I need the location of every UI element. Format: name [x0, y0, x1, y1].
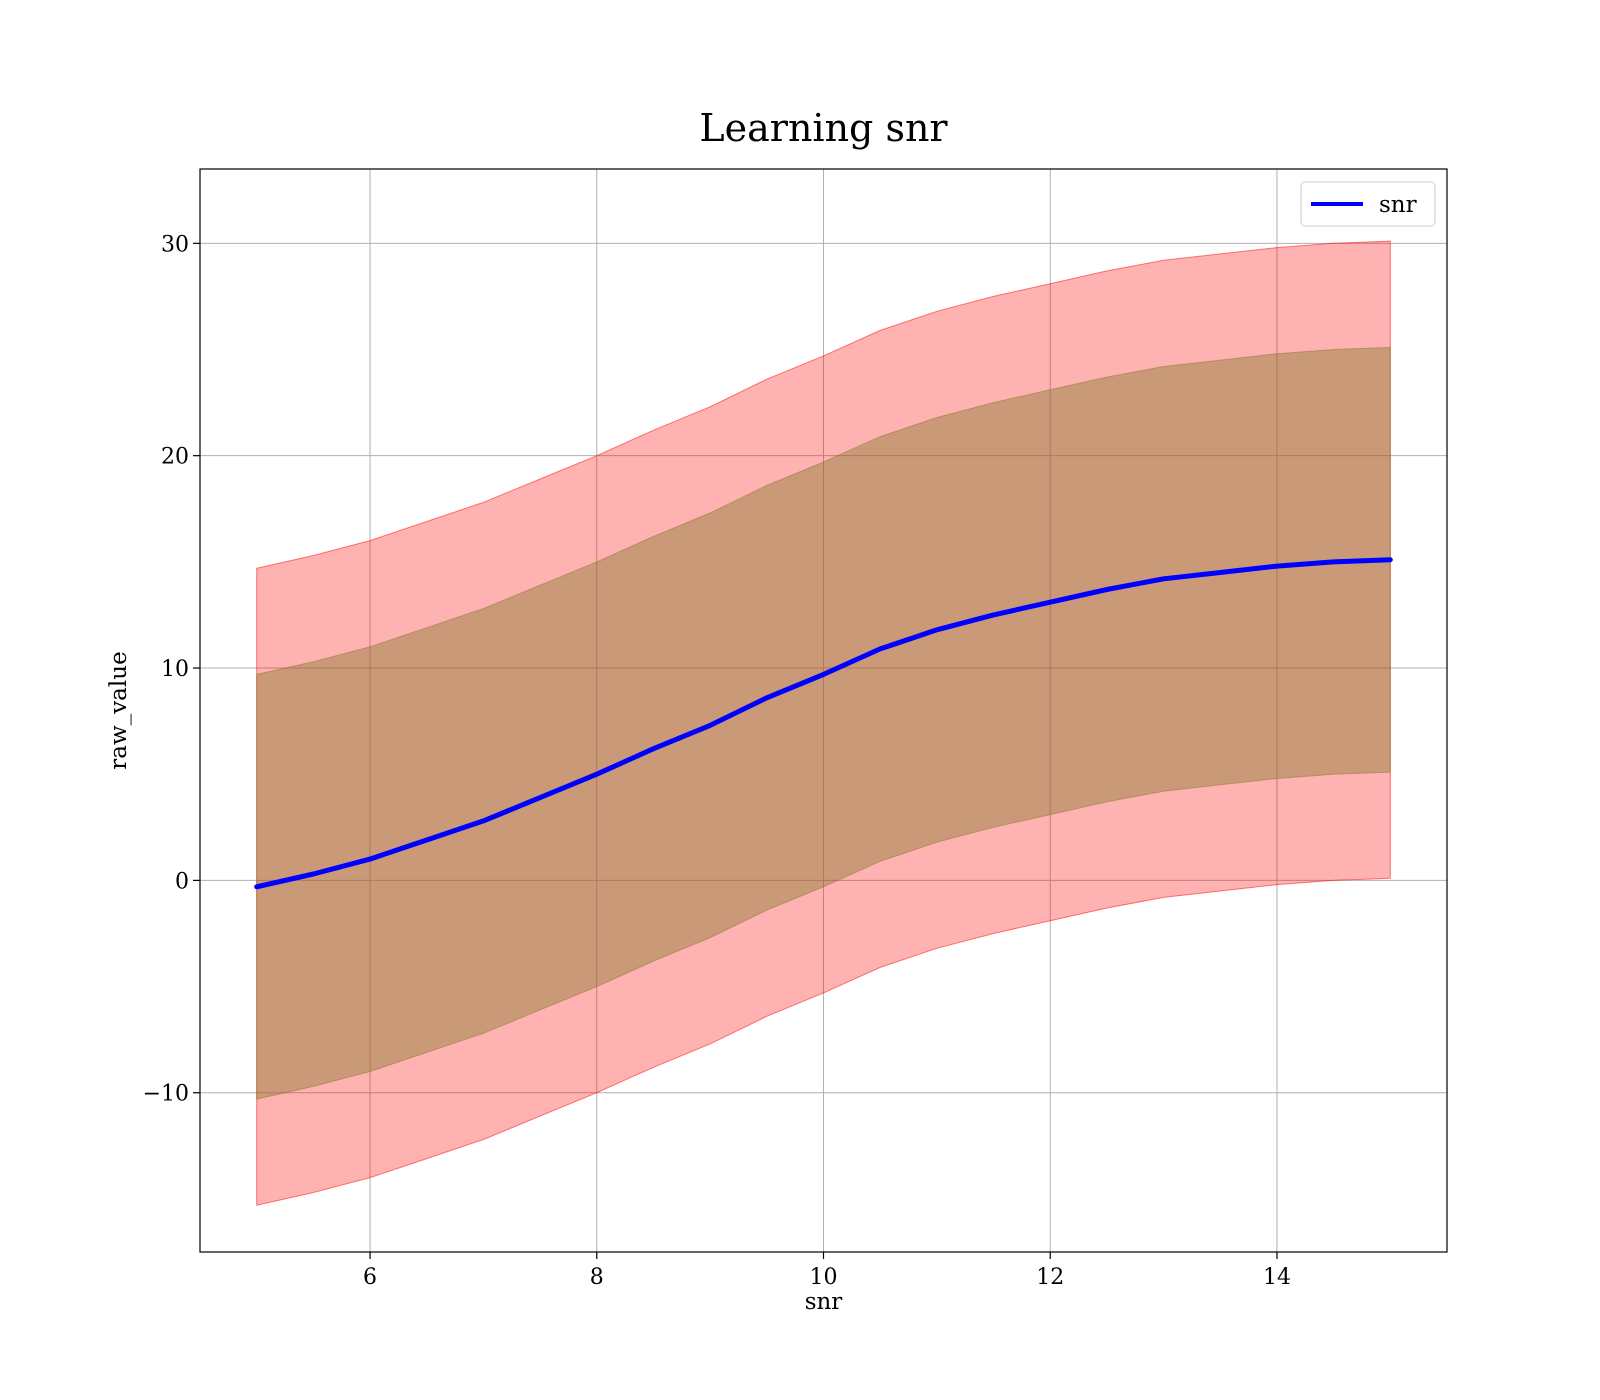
- confidence-band-0: [256, 240, 1391, 1206]
- y-axis-label: raw_value: [106, 651, 132, 769]
- grid: [200, 169, 1447, 1252]
- y-tick-label: 30: [161, 232, 189, 257]
- x-axis-ticks: 6 8 10 12 14: [363, 1252, 1291, 1290]
- y-tick-label: 20: [161, 445, 189, 470]
- y-axis-ticks: −10 0 10 20 30: [143, 232, 200, 1107]
- x-tick-label: 14: [1263, 1265, 1291, 1290]
- y-tick-label: 0: [175, 869, 189, 894]
- x-tick-label: 6: [363, 1265, 377, 1290]
- legend-label-snr: snr: [1379, 192, 1417, 218]
- series-lines: [254, 557, 1393, 890]
- x-tick-label: 8: [590, 1265, 604, 1290]
- x-tick-label: 10: [810, 1265, 838, 1290]
- x-tick-label: 12: [1036, 1265, 1064, 1290]
- confidence-band-1: [256, 346, 1391, 1100]
- legend-box: [1300, 181, 1436, 227]
- y-tick-label: −10: [143, 1082, 189, 1107]
- x-axis-label: snr: [805, 1289, 843, 1315]
- chart-title: Learning snr: [699, 106, 948, 150]
- confidence-bands: [256, 240, 1391, 1206]
- series-line-snr: [254, 557, 1393, 890]
- y-tick-label: 10: [161, 657, 189, 682]
- legend: snr: [1300, 181, 1436, 227]
